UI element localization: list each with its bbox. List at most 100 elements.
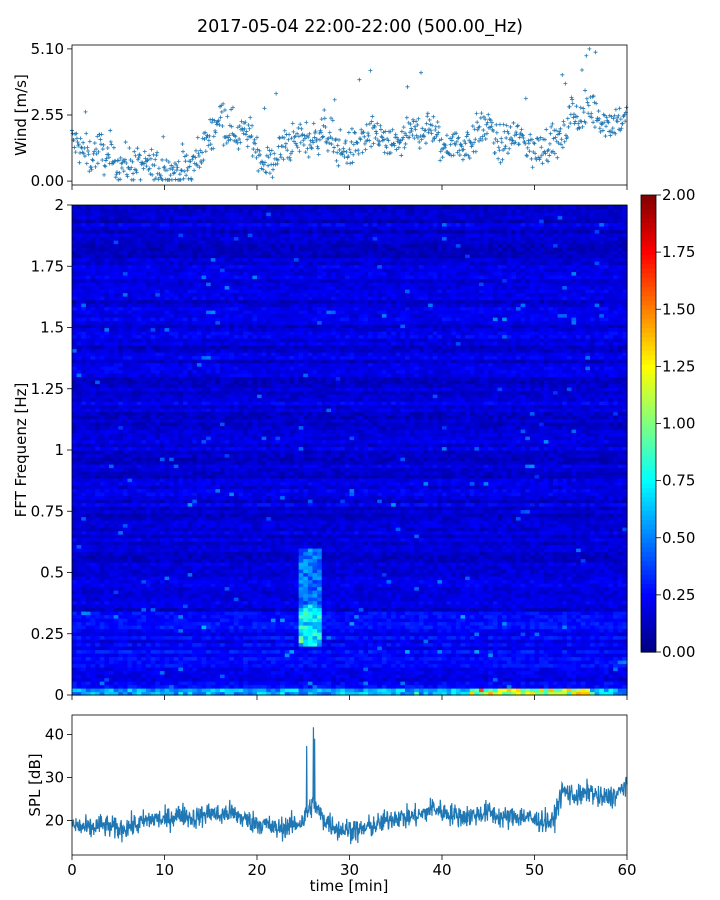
spectrogram-cell — [520, 597, 526, 602]
wind-point — [211, 146, 216, 151]
spectrogram-cell — [585, 642, 591, 647]
wind-point — [349, 126, 354, 131]
spectrogram-cell — [178, 688, 184, 693]
spectrogram-cell — [289, 583, 295, 588]
spectrogram-cell — [483, 653, 489, 658]
spectrogram-cell — [576, 600, 582, 605]
spectrogram-cell — [381, 600, 388, 605]
spectrogram-cell — [585, 586, 591, 591]
spectrogram-cell — [206, 590, 212, 595]
spectrogram-cell — [613, 604, 619, 609]
spectrogram-cell — [173, 604, 179, 609]
spectrogram-cell — [562, 635, 568, 640]
spectrogram-cell — [233, 681, 240, 686]
wind-point — [481, 114, 486, 119]
spectrogram-cell — [289, 576, 295, 581]
spectrogram-cell — [442, 618, 448, 623]
spectrogram-cell — [280, 688, 286, 693]
spectrogram-cell — [442, 642, 448, 647]
spectrogram-cell — [215, 597, 221, 602]
spectrogram-cell — [599, 688, 605, 693]
spectrogram-cell — [104, 656, 110, 661]
spectrogram-cell — [423, 663, 429, 668]
spectrogram-cell — [122, 642, 129, 647]
spectrogram-cell — [400, 604, 406, 609]
spectrogram-cell — [349, 632, 355, 637]
wind-point — [414, 133, 419, 138]
spectrogram-cell — [192, 670, 198, 675]
spectrogram-cell — [344, 600, 351, 605]
spectrogram-cell — [520, 625, 526, 630]
spectrogram-cell — [155, 604, 161, 609]
wind-point — [576, 121, 581, 126]
spectrogram-cell — [210, 649, 216, 654]
spectrogram-cell — [354, 681, 360, 686]
wind-point — [208, 142, 213, 147]
spectrogram-cell — [104, 663, 110, 668]
spectrogram-cell — [72, 614, 78, 619]
spectrogram-cell — [270, 660, 277, 665]
spectrogram-cell — [483, 614, 489, 619]
spectrogram-cell — [414, 656, 420, 661]
spectrogram-cell — [566, 656, 573, 661]
spectrogram-cell — [247, 611, 253, 616]
spectrogram-cell — [104, 642, 110, 647]
wind-point — [409, 126, 414, 131]
spectrogram-cell — [516, 628, 522, 633]
wind-point — [195, 163, 200, 168]
spectrogram-cell — [608, 586, 614, 591]
spectrogram-cell — [483, 576, 489, 581]
spectrogram-cell — [238, 653, 244, 658]
spectrogram-cell — [492, 614, 499, 619]
spectrogram-cell — [571, 597, 577, 602]
wind-point — [572, 121, 577, 126]
spectrogram-cell — [224, 646, 230, 651]
spectrogram-cell — [599, 642, 605, 647]
spectrogram-cell — [159, 684, 166, 689]
wind-point — [148, 171, 153, 176]
spectrogram-cell — [201, 590, 207, 595]
spectrogram-cell — [183, 642, 189, 647]
wind-point — [499, 136, 504, 141]
spectrogram-cell — [529, 593, 536, 598]
wind-point — [144, 164, 149, 169]
spectrogram-cell — [331, 576, 337, 581]
wind-point — [525, 154, 530, 159]
spectrogram-cell — [613, 642, 619, 647]
wind-point — [119, 165, 124, 170]
wind-point — [443, 145, 448, 150]
spectrogram-cell — [289, 621, 295, 626]
wind-point — [263, 160, 268, 165]
spectrogram-cell — [363, 618, 369, 623]
spectrogram-cell — [469, 635, 475, 640]
spectrogram-cell — [451, 663, 457, 668]
spectrogram-cell — [340, 579, 346, 584]
spectrogram-cell — [418, 632, 425, 637]
spectrogram-cell — [127, 670, 133, 675]
spectrogram-cell — [585, 583, 591, 588]
spectrogram-cell — [266, 628, 272, 633]
wind-point — [274, 91, 279, 96]
spectrogram-cell — [423, 681, 429, 686]
spectrogram-cell — [113, 618, 119, 623]
wind-point — [84, 161, 89, 166]
wind-point — [337, 147, 342, 152]
wind-point — [607, 129, 612, 134]
spectrogram-cell — [418, 590, 425, 595]
spectrogram-cell — [525, 600, 531, 605]
spectrogram-cell — [423, 600, 429, 605]
spectrogram-cell — [516, 642, 522, 647]
spectrogram-cell — [284, 597, 290, 602]
spectrogram-cell — [492, 688, 499, 693]
spectrogram-cell — [303, 590, 309, 595]
spectrogram-cell — [548, 583, 554, 588]
spectrogram-cell — [409, 642, 415, 647]
spectrogram-cell — [243, 600, 249, 605]
spectrogram-cell — [118, 614, 124, 619]
wind-point — [129, 165, 134, 170]
wind-point — [594, 101, 599, 106]
spectrogram-cell — [122, 688, 129, 693]
spectrogram-cell — [608, 576, 614, 581]
spectrogram-cell — [187, 628, 193, 633]
